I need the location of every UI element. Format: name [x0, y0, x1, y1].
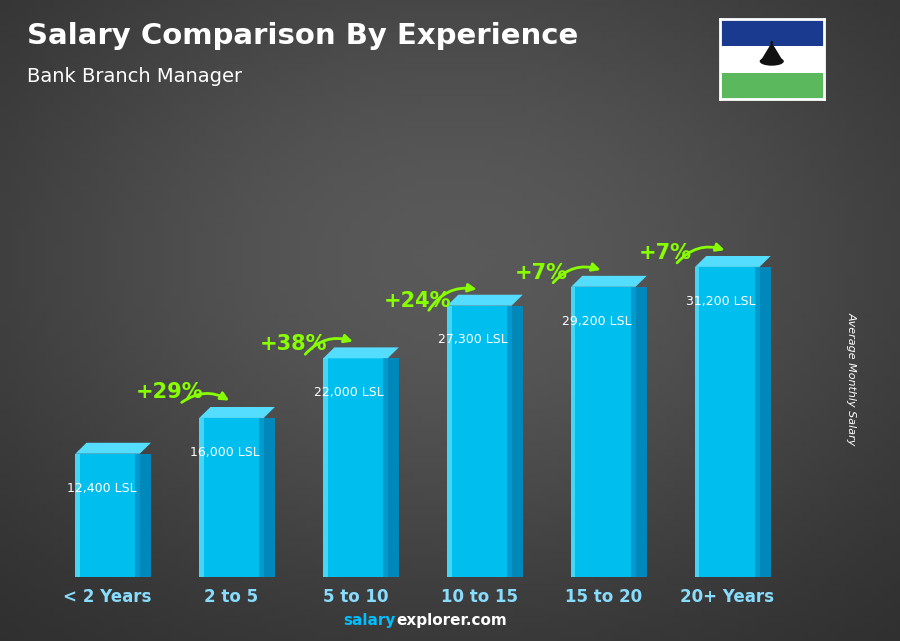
Polygon shape: [760, 267, 770, 577]
Bar: [695, 267, 760, 577]
Polygon shape: [323, 358, 328, 577]
Polygon shape: [140, 454, 151, 577]
Polygon shape: [508, 306, 511, 577]
Bar: [447, 306, 511, 577]
Text: +7%: +7%: [639, 243, 692, 263]
Polygon shape: [76, 443, 151, 454]
Bar: [76, 454, 140, 577]
Bar: [572, 287, 635, 577]
Polygon shape: [695, 256, 770, 267]
Text: +38%: +38%: [260, 335, 328, 354]
Polygon shape: [447, 295, 523, 306]
Text: +29%: +29%: [136, 382, 203, 402]
Text: salary: salary: [344, 613, 396, 628]
Text: 27,300 LSL: 27,300 LSL: [438, 333, 508, 347]
Text: 31,200 LSL: 31,200 LSL: [687, 295, 756, 308]
Polygon shape: [447, 306, 452, 577]
Text: explorer.com: explorer.com: [396, 613, 507, 628]
Polygon shape: [323, 347, 399, 358]
Text: 22,000 LSL: 22,000 LSL: [314, 386, 384, 399]
Polygon shape: [572, 276, 647, 287]
Text: 12,400 LSL: 12,400 LSL: [67, 481, 136, 494]
Bar: [720, 46, 824, 72]
Polygon shape: [136, 454, 140, 577]
Polygon shape: [259, 418, 264, 577]
Polygon shape: [383, 358, 388, 577]
Text: +24%: +24%: [383, 290, 451, 311]
Polygon shape: [755, 267, 760, 577]
Polygon shape: [388, 358, 399, 577]
Bar: [323, 358, 388, 577]
Polygon shape: [199, 407, 274, 418]
Polygon shape: [264, 418, 274, 577]
Polygon shape: [511, 306, 523, 577]
Polygon shape: [695, 267, 699, 577]
Polygon shape: [631, 287, 635, 577]
Text: Average Monthly Salary: Average Monthly Salary: [847, 312, 857, 445]
Polygon shape: [76, 454, 80, 577]
Text: Salary Comparison By Experience: Salary Comparison By Experience: [27, 22, 578, 51]
Ellipse shape: [770, 41, 773, 44]
Text: +7%: +7%: [515, 263, 568, 283]
Polygon shape: [760, 42, 783, 62]
Text: 29,200 LSL: 29,200 LSL: [562, 315, 632, 328]
Polygon shape: [572, 287, 575, 577]
Text: Bank Branch Manager: Bank Branch Manager: [27, 67, 242, 87]
Bar: [720, 72, 824, 99]
Bar: [720, 19, 824, 46]
Ellipse shape: [760, 57, 784, 65]
Text: 16,000 LSL: 16,000 LSL: [191, 445, 260, 459]
Bar: [199, 418, 264, 577]
Polygon shape: [199, 418, 203, 577]
Polygon shape: [635, 287, 647, 577]
